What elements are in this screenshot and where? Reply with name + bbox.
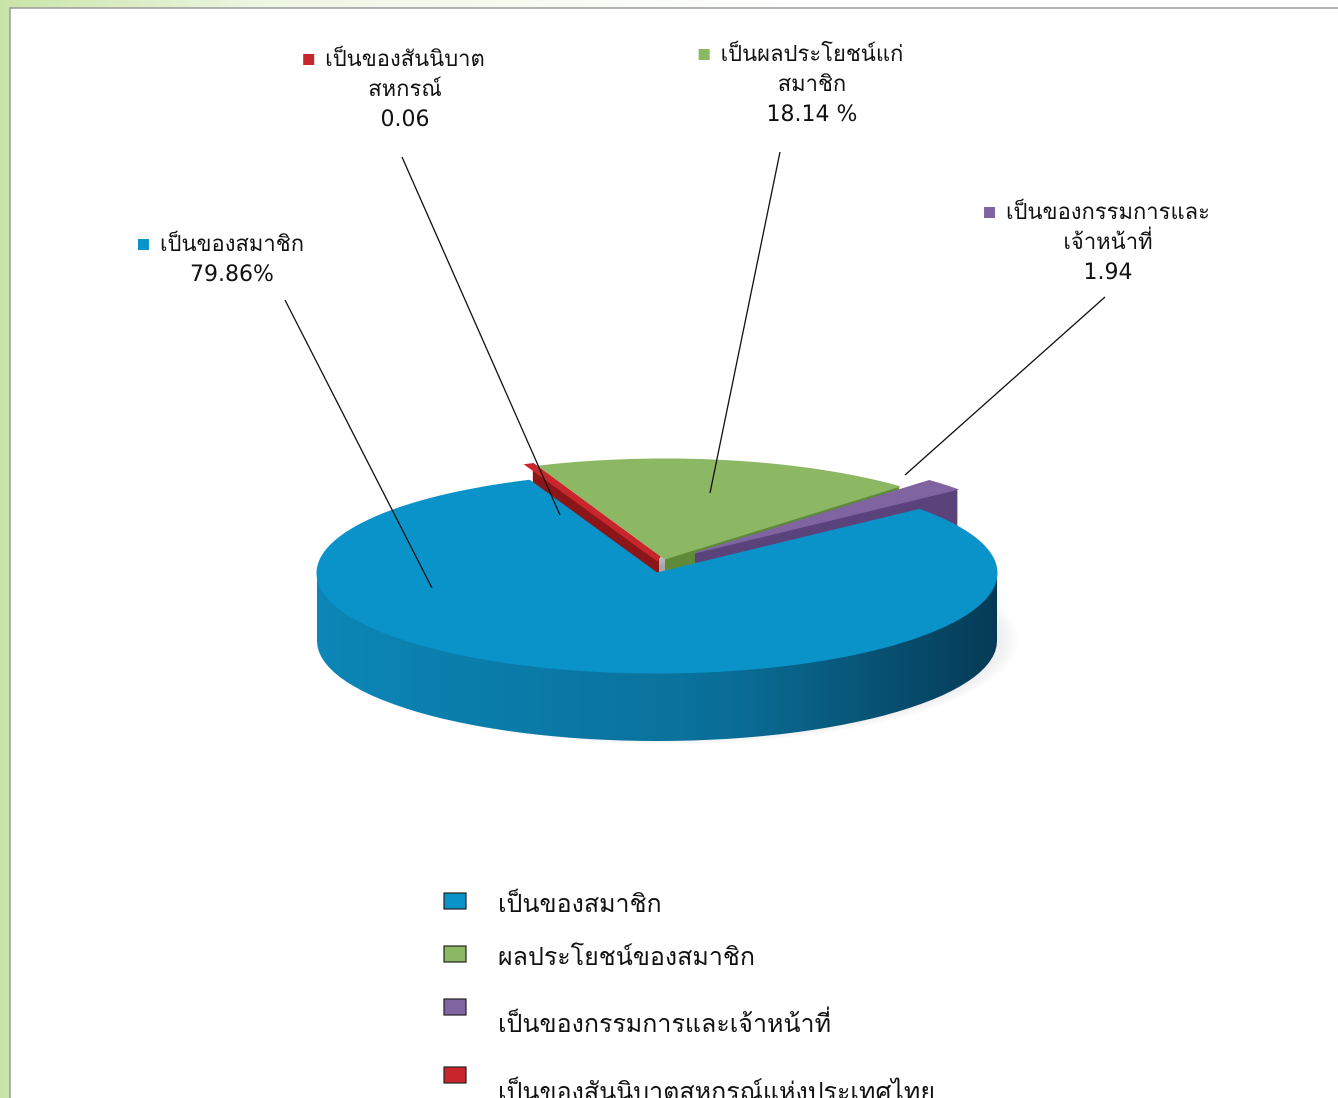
slice — [537, 458, 901, 560]
data-label-key — [984, 207, 996, 218]
legend-label: เป็นของสันนิบาตสหกรณ์แห่งประเทศไทย — [498, 1076, 935, 1098]
data-label-value: 79.86% — [190, 262, 274, 287]
legend-key — [443, 1066, 467, 1084]
legend-label: เป็นของสมาชิก — [498, 888, 662, 918]
slice — [523, 463, 661, 562]
data-label-name: เป็นของกรรมการและ — [1006, 197, 1210, 225]
data-label-name: เป็นของสันนิบาต — [325, 44, 485, 72]
leader-line — [709, 151, 781, 494]
legend-key — [443, 998, 467, 1016]
data-label-key — [303, 54, 315, 65]
leader-line — [401, 156, 561, 516]
legend-label: เป็นของกรรมการและเจ้าหน้าที่ — [498, 1006, 831, 1038]
data-label-value: 18.14 % — [767, 102, 858, 127]
legend-label: ผลประโยชน์ของสมาชิก — [498, 942, 755, 971]
legend-key — [443, 945, 467, 963]
data-label-value: 1.94 — [1084, 260, 1133, 285]
data-label-name: เป็นของสมาชิก — [160, 229, 304, 257]
data-label-name: เจ้าหน้าที่ — [1063, 226, 1152, 255]
slice — [694, 479, 960, 554]
data-label-value: 0.06 — [381, 107, 430, 132]
data-label-key — [137, 239, 149, 250]
leader-line — [284, 299, 433, 589]
data-label-key — [698, 49, 710, 60]
legend-key — [443, 892, 467, 910]
data-label-name: สหกรณ์ — [368, 77, 441, 102]
slice-side — [317, 573, 997, 741]
data-label-name: สมาชิก — [778, 72, 847, 97]
slice — [316, 479, 998, 674]
leader-line — [904, 296, 1106, 476]
data-label-name: เป็นผลประโยชน์แก่ — [721, 39, 904, 67]
